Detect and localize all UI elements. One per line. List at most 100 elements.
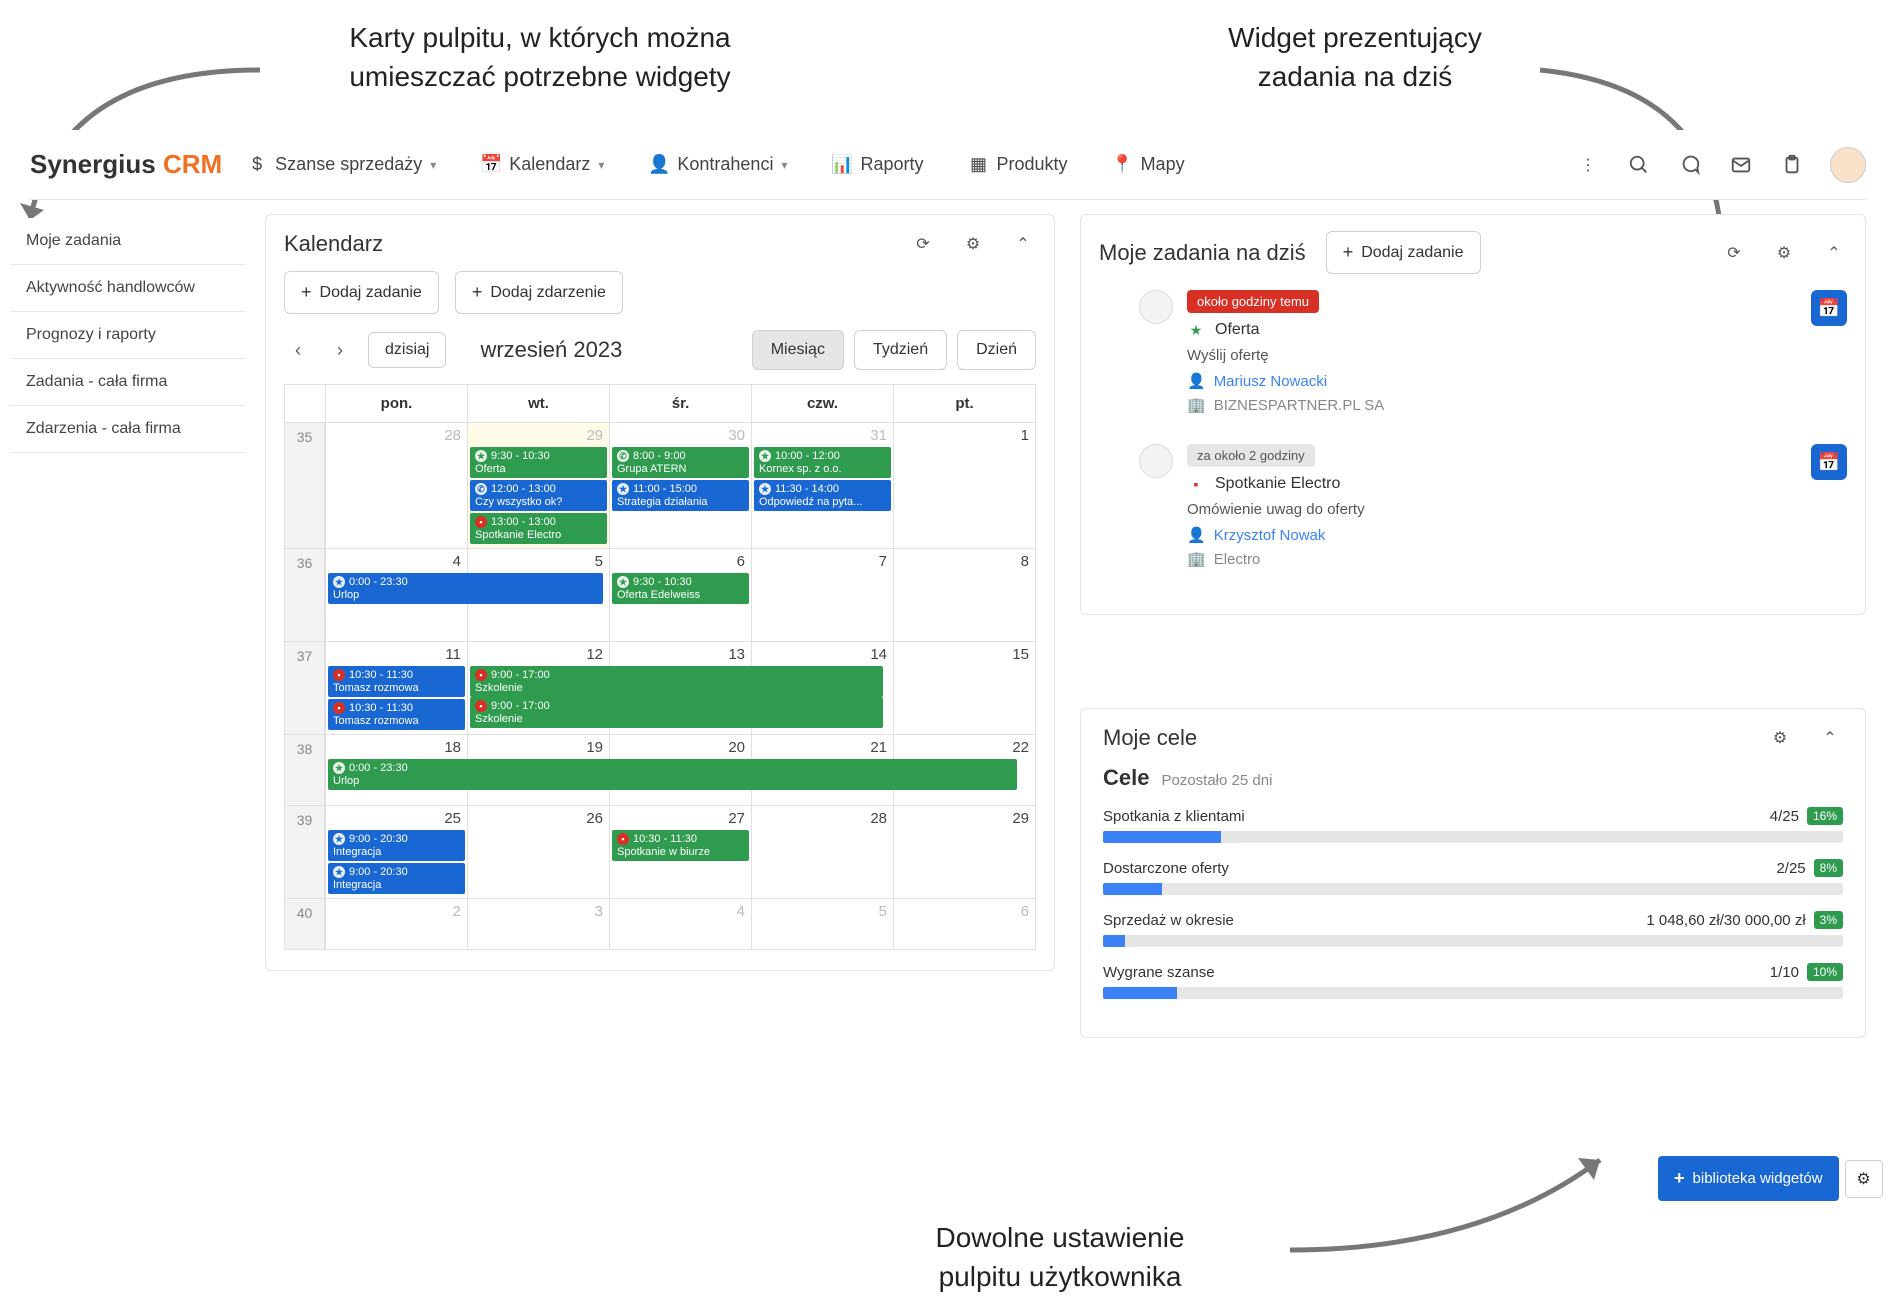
calendar-event[interactable]: ★11:00 - 15:00Strategia działania [612,480,749,511]
calendar-event[interactable]: ✆12:00 - 13:00Czy wszystko ok? [470,480,607,511]
calendar-event[interactable]: ▪9:00 - 17:00Szkolenie [470,697,883,728]
sidebar-item[interactable]: Moje zadania [10,218,245,265]
mail-icon[interactable] [1728,152,1754,178]
day-cell[interactable]: 6★9:30 - 10:30Oferta Edelweiss [609,549,751,641]
nav-produkty[interactable]: ▦Produkty [969,154,1068,175]
task-title: Oferta [1215,321,1259,339]
avatar[interactable] [1830,147,1866,183]
star-icon: ★ [333,762,345,774]
calendar-event[interactable]: ★11:30 - 14:00Odpowiedź na pyta... [754,480,891,511]
day-cell[interactable]: 29★9:30 - 10:30Oferta✆12:00 - 13:00Czy w… [467,423,609,548]
task-person[interactable]: 👤Krzysztof Nowak [1187,526,1797,544]
day-number: 31 [870,427,887,444]
view-week-tab[interactable]: Tydzień [854,330,947,370]
add-task-button-2[interactable]: +Dodaj zadanie [1326,231,1481,274]
chevron-up-icon[interactable]: ⌃ [1821,240,1847,266]
next-month-button[interactable]: › [326,336,354,364]
view-month-tab[interactable]: Miesiąc [752,330,844,370]
day-cell[interactable]: 7 [751,549,893,641]
calendar-event[interactable]: ★9:00 - 20:30Integracja [328,863,465,894]
calendar-event[interactable]: ★0:00 - 23:30Urlop [328,573,603,604]
sidebar-item[interactable]: Zdarzenia - cała firma [10,406,245,453]
day-number: 11 [445,646,461,663]
day-header: pt. [893,385,1035,422]
task-calendar-button[interactable]: 📅 [1811,290,1847,326]
add-event-button[interactable]: +Dodaj zdarzenie [455,271,623,314]
calendar-event[interactable]: ★10:00 - 12:00Kornex sp. z o.o. [754,447,891,478]
nav-kontrahenci[interactable]: 👤Kontrahenci▾ [649,154,787,175]
nav-mapy[interactable]: 📍Mapy [1113,154,1185,175]
day-cell[interactable]: 1 [893,423,1035,548]
day-number: 18 [444,739,461,756]
day-cell[interactable]: 25★9:00 - 20:30Integracja★9:00 - 20:30In… [325,806,467,898]
task-calendar-button[interactable]: 📅 [1811,444,1847,480]
day-cell[interactable]: 12▪9:00 - 17:00Szkolenie▪9:00 - 17:00Szk… [467,642,609,734]
calendar-event[interactable]: ✆8:00 - 9:00Grupa ATERN [612,447,749,478]
sidebar-item[interactable]: Aktywność handlowców [10,265,245,312]
day-cell[interactable]: 6 [893,899,1035,949]
widget-settings-button[interactable]: ⚙ [1845,1160,1883,1198]
calendar-event[interactable]: ★9:00 - 20:30Integracja [328,830,465,861]
calendar-event[interactable]: ▪10:30 - 11:30Tomasz rozmowa [328,666,465,697]
day-cell[interactable]: 3 [467,899,609,949]
building-icon: 🏢 [1187,396,1206,414]
day-cell[interactable]: 18★0:00 - 23:30Urlop [325,735,467,805]
day-cell[interactable]: 26 [467,806,609,898]
day-cell[interactable]: 8 [893,549,1035,641]
calendar-event[interactable]: ▪10:30 - 11:30Spotkanie w biurze [612,830,749,861]
day-cell[interactable]: 15 [893,642,1035,734]
chevron-up-icon[interactable]: ⌃ [1817,725,1843,751]
task-company[interactable]: 🏢BIZNESPARTNER.PL SA [1187,396,1797,414]
calendar-event[interactable]: ▪9:00 - 17:00Szkolenie [470,666,883,697]
clipboard-icon[interactable] [1779,152,1805,178]
task-description: Omówienie uwag do oferty [1187,501,1797,518]
gear-icon[interactable]: ⚙ [1767,725,1793,751]
sidebar-item[interactable]: Zadania - cała firma [10,359,245,406]
refresh-icon[interactable]: ⟳ [910,231,936,257]
gear-icon[interactable]: ⚙ [1771,240,1797,266]
case-icon: ▪ [617,833,629,845]
day-cell[interactable]: 4★0:00 - 23:30Urlop [325,549,467,641]
goal-label: Spotkania z klientami [1103,808,1245,825]
chevron-up-icon[interactable]: ⌃ [1010,231,1036,257]
sidebar-item[interactable]: Prognozy i raporty [10,312,245,359]
gear-icon[interactable]: ⚙ [960,231,986,257]
calendar-event[interactable]: ★9:30 - 10:30Oferta [470,447,607,478]
month-label: wrzesień 2023 [480,337,622,363]
day-cell[interactable]: 28 [325,423,467,548]
nav-kalendarz[interactable]: 📅Kalendarz▾ [481,154,604,175]
nav-raporty[interactable]: 📊Raporty [832,154,923,175]
chat-icon[interactable] [1677,152,1703,178]
day-cell[interactable]: 28 [751,806,893,898]
day-cell[interactable]: 5 [751,899,893,949]
search-icon[interactable] [1626,152,1652,178]
calendar-event[interactable]: ★9:30 - 10:30Oferta Edelweiss [612,573,749,604]
calendar-event[interactable]: ▪10:30 - 11:30Tomasz rozmowa [328,699,465,730]
nav-szanse-sprzedaży[interactable]: $Szanse sprzedaży▾ [247,154,436,175]
day-cell[interactable]: 11 ▪10:30 - 11:30Tomasz rozmowa▪10:30 - 1… [325,642,467,734]
add-task-button[interactable]: +Dodaj zadanie [284,271,439,314]
day-cell[interactable]: 4 [609,899,751,949]
widget-library-button[interactable]: +biblioteka widgetów [1658,1156,1839,1201]
prev-month-button[interactable]: ‹ [284,336,312,364]
calendar-event[interactable]: ▪13:00 - 13:00Spotkanie Electro [470,513,607,544]
refresh-icon[interactable]: ⟳ [1721,240,1747,266]
arrow-bottom [1280,1130,1630,1260]
goal-label: Wygrane szanse [1103,964,1215,981]
day-cell[interactable]: 30✆8:00 - 9:00Grupa ATERN★11:00 - 15:00S… [609,423,751,548]
day-number: 28 [444,427,461,444]
goal-percent: 16% [1807,807,1843,825]
task-company[interactable]: 🏢Electro [1187,550,1797,568]
view-day-tab[interactable]: Dzień [957,330,1036,370]
day-cell[interactable]: 2 [325,899,467,949]
more-icon[interactable]: ⋮ [1575,152,1601,178]
task-person[interactable]: 👤Mariusz Nowacki [1187,372,1797,390]
day-cell[interactable]: 29 [893,806,1035,898]
task-badge: około godziny temu [1187,290,1319,313]
calendar-event[interactable]: ★0:00 - 23:30Urlop [328,759,1017,790]
day-cell[interactable]: 31 ★10:00 - 12:00Kornex sp. z o.o.★11:30 … [751,423,893,548]
day-cell[interactable]: 27▪10:30 - 11:30Spotkanie w biurze [609,806,751,898]
goals-panel: Moje cele ⚙ ⌃ Cele Pozostało 25 dni Spot… [1080,708,1866,1038]
today-button[interactable]: dzisiaj [368,332,446,368]
goal-value: 4/25 [1770,808,1799,825]
